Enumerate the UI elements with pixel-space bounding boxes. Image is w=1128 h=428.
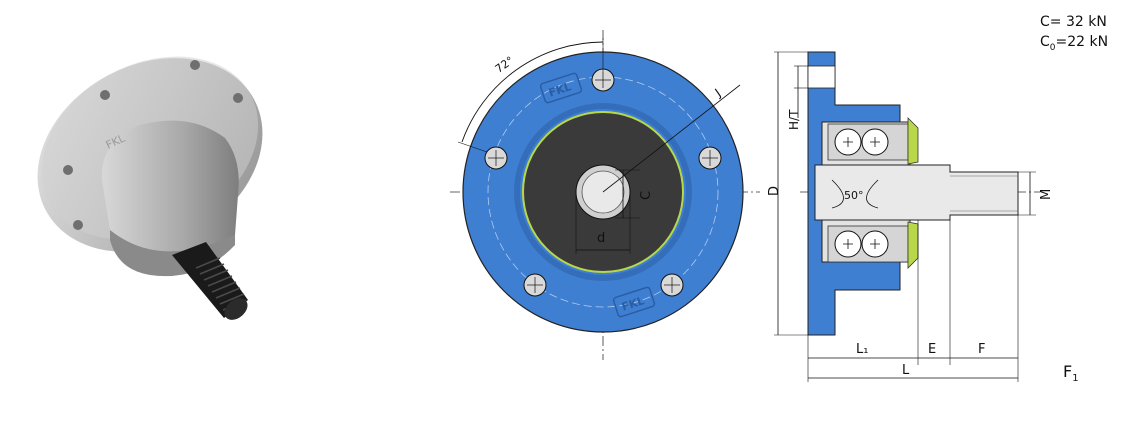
flange-bolt-holes bbox=[63, 60, 243, 230]
dim-c-label: C bbox=[639, 191, 654, 200]
model-label: F1 bbox=[1063, 362, 1079, 385]
dim-l-label: L bbox=[902, 363, 910, 378]
bearing-top bbox=[827, 123, 909, 161]
side-view-drawing: 50° D H/T M L₁ E F L bbox=[767, 51, 1054, 382]
threaded-shaft bbox=[172, 242, 248, 320]
dim-f-label: F bbox=[978, 342, 985, 357]
dim-e-label: E bbox=[928, 342, 936, 357]
angle-arc-72 bbox=[461, 41, 604, 143]
dim-d-small-label: d bbox=[597, 231, 605, 246]
dim-m-label: M bbox=[1039, 189, 1054, 200]
dim-d-big-label: D bbox=[767, 186, 782, 196]
dim-ht-label: H/T bbox=[787, 109, 801, 130]
dynamic-load-rating: C= 32 kN bbox=[1040, 14, 1107, 30]
dim-j-label: J bbox=[712, 86, 724, 100]
static-load-rating: C0=22 kN bbox=[1040, 34, 1109, 53]
front-view-drawing: FKL FKL 72° J d C bbox=[450, 30, 760, 360]
product-photo: FKL bbox=[37, 56, 263, 320]
load-ratings: C= 32 kN C0=22 kN bbox=[1040, 12, 1108, 58]
dim-l1-label: L₁ bbox=[856, 342, 868, 357]
angle-label-50: 50° bbox=[844, 189, 864, 202]
hub-body: FKL bbox=[101, 120, 239, 277]
bearing-bottom bbox=[827, 225, 909, 263]
